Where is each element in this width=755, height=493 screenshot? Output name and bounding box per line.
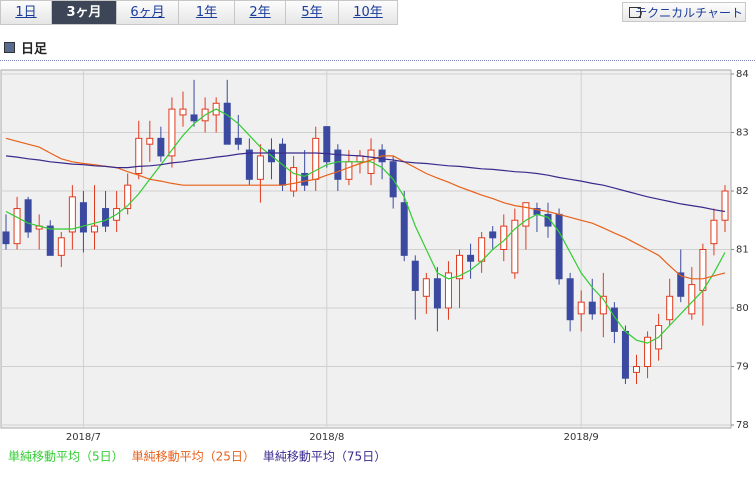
x-tick-label: 2018/7 <box>66 432 101 443</box>
candle-body <box>179 108 187 116</box>
tab[interactable]: 5年 <box>285 0 339 25</box>
candle-body <box>699 249 707 291</box>
candle-body <box>323 126 331 163</box>
candle-body <box>610 307 618 332</box>
candle-body <box>334 149 342 180</box>
candle-body <box>135 137 143 174</box>
candle-body <box>190 114 198 122</box>
y-tick-label: 79 <box>736 362 749 373</box>
candle-body <box>400 202 408 256</box>
y-tick-label: 83 <box>736 128 749 139</box>
candle-body <box>467 254 475 262</box>
candle-body <box>57 237 65 256</box>
candle-body <box>411 260 419 291</box>
candle-body <box>13 208 21 245</box>
legend-entry: 単純移動平均（5日） <box>8 450 124 464</box>
legend-entry: 単純移動平均（75日） <box>263 450 386 464</box>
candle-body <box>90 225 98 233</box>
candle-body <box>124 184 132 210</box>
candle-body <box>256 155 264 180</box>
tab[interactable]: 6ヶ月 <box>116 0 179 25</box>
y-tick-label: 84 <box>736 69 749 80</box>
candle-body <box>157 137 165 157</box>
candle-body <box>79 202 87 233</box>
tab[interactable]: 1年 <box>178 0 235 25</box>
candle-body <box>666 295 674 321</box>
candle-body <box>621 330 629 379</box>
candle-body <box>555 213 563 280</box>
candle-body <box>577 301 585 315</box>
candle-body <box>633 366 641 373</box>
candle-body <box>511 219 519 274</box>
candle-body <box>588 301 596 315</box>
candle-body <box>433 278 441 309</box>
candle-body <box>444 272 452 309</box>
tab[interactable]: 1日 <box>0 0 52 25</box>
x-tick-label: 2018/9 <box>564 432 599 443</box>
tab[interactable]: 10年 <box>338 0 398 25</box>
candle-body <box>168 108 176 157</box>
candle-body <box>68 196 76 233</box>
candle-body <box>345 161 353 180</box>
tab[interactable]: 2年 <box>234 0 286 25</box>
candle-body <box>356 155 364 163</box>
y-tick-label: 78 <box>736 420 749 431</box>
button-label: テクニカルチャート <box>635 6 743 20</box>
section-header: 日足 <box>4 38 47 57</box>
x-tick-label: 2018/8 <box>309 432 344 443</box>
candle-body <box>544 213 552 227</box>
candle-body <box>710 219 718 245</box>
candle-body <box>223 102 231 145</box>
tab[interactable]: 3ヶ月 <box>51 0 117 25</box>
tab-bar: 1日 3ヶ月 6ヶ月 1年 2年 5年 10年 <box>0 0 398 25</box>
divider <box>0 60 755 61</box>
candle-body <box>422 278 430 297</box>
y-tick-label: 82 <box>736 186 749 197</box>
candle-body <box>478 237 486 262</box>
candle-body <box>522 202 530 227</box>
candle-body <box>677 272 685 297</box>
candle-body <box>566 278 574 321</box>
technical-chart-button[interactable]: テクニカルチャート <box>622 2 746 22</box>
candle-body <box>46 225 54 256</box>
candle-body <box>489 231 497 239</box>
y-tick-label: 80 <box>736 303 749 314</box>
candle-body <box>644 336 652 367</box>
header-label: 日足 <box>21 42 48 57</box>
candle-body <box>102 208 110 227</box>
candle-body <box>2 231 10 245</box>
legend-entry: 単純移動平均（25日） <box>132 450 255 464</box>
candle-body <box>721 190 729 221</box>
candle-body <box>234 137 242 145</box>
candle-body <box>456 254 464 280</box>
moving-average-line <box>5 152 726 213</box>
candle-body <box>312 137 320 180</box>
moving-average-line <box>5 137 726 280</box>
candle-body <box>146 137 154 145</box>
candle-body <box>301 172 309 186</box>
candle-body <box>290 167 298 192</box>
candle-body <box>245 149 253 180</box>
y-tick-label: 81 <box>736 245 749 256</box>
candle-body <box>24 199 32 233</box>
